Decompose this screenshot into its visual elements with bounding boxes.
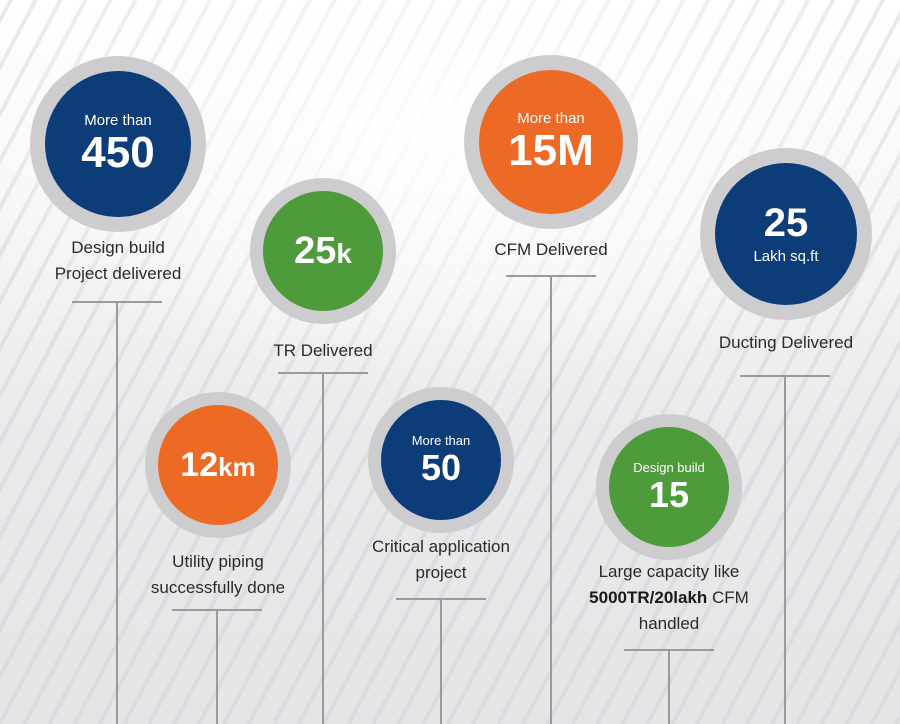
caption-line: Utility piping xyxy=(172,552,264,571)
stat-caption: Utility piping successfully done xyxy=(128,549,308,601)
stat-caption: Design build Project delivered xyxy=(28,235,208,287)
stat-value: 15 xyxy=(648,474,690,516)
caption-line: Project delivered xyxy=(54,264,182,283)
caption-line: project xyxy=(415,563,467,582)
stat-disc: 12km xyxy=(158,405,278,525)
stat-suffix: Lakh sq.ft xyxy=(753,247,819,265)
stat-unit: k xyxy=(336,238,352,269)
caption-line: handled xyxy=(638,614,700,633)
stat-value: 50 xyxy=(420,447,462,489)
connector-stem xyxy=(784,375,786,724)
caption-line: successfully done xyxy=(150,578,286,597)
stat-disc: More than 15M xyxy=(479,70,623,214)
stat-caption: Critical application project xyxy=(346,534,536,586)
stat-value: 25k xyxy=(294,232,352,270)
stat-caption: Ducting Delivered xyxy=(696,330,876,356)
connector-stem xyxy=(440,598,442,724)
stat-prefix: More than xyxy=(84,111,152,129)
stat-disc: 25 Lakh sq.ft xyxy=(715,163,857,305)
stat-number: 25 xyxy=(294,230,337,272)
stat-prefix: Design build xyxy=(633,459,705,475)
caption-line: Design build xyxy=(71,238,165,257)
stat-disc: More than 50 xyxy=(381,400,501,520)
stat-caption: TR Delivered xyxy=(238,338,408,364)
caption-after-bold: CFM xyxy=(707,588,749,607)
stat-value: 15M xyxy=(508,126,594,176)
stat-caption: Large capacity like 5000TR/20lakh CFM ha… xyxy=(566,559,772,637)
stat-number: 12 xyxy=(180,446,219,484)
connector-stem xyxy=(550,275,552,724)
stat-caption: CFM Delivered xyxy=(466,237,636,263)
stat-prefix: More than xyxy=(517,109,585,127)
connector-stem xyxy=(668,649,670,724)
stat-unit: km xyxy=(218,452,256,482)
stat-prefix: More than xyxy=(411,432,471,448)
caption-line: Critical application xyxy=(372,537,510,556)
stat-disc: More than 450 xyxy=(45,71,191,217)
caption-line: CFM Delivered xyxy=(494,240,608,259)
connector-stem xyxy=(322,372,324,724)
connector-stem xyxy=(216,609,218,724)
connector-stem xyxy=(116,301,118,724)
caption-line: 5000TR/20lakh CFM xyxy=(566,585,772,611)
stat-disc: Design build 15 xyxy=(609,427,729,547)
caption-bold: 5000TR/20lakh xyxy=(589,588,708,607)
caption-line: TR Delivered xyxy=(273,341,373,360)
caption-line: Ducting Delivered xyxy=(718,333,854,352)
stat-disc: 25k xyxy=(263,191,383,311)
stat-value: 12km xyxy=(180,448,255,482)
caption-line: Large capacity like xyxy=(598,562,740,581)
stat-value: 450 xyxy=(81,128,155,178)
stat-value: 25 xyxy=(763,200,809,245)
